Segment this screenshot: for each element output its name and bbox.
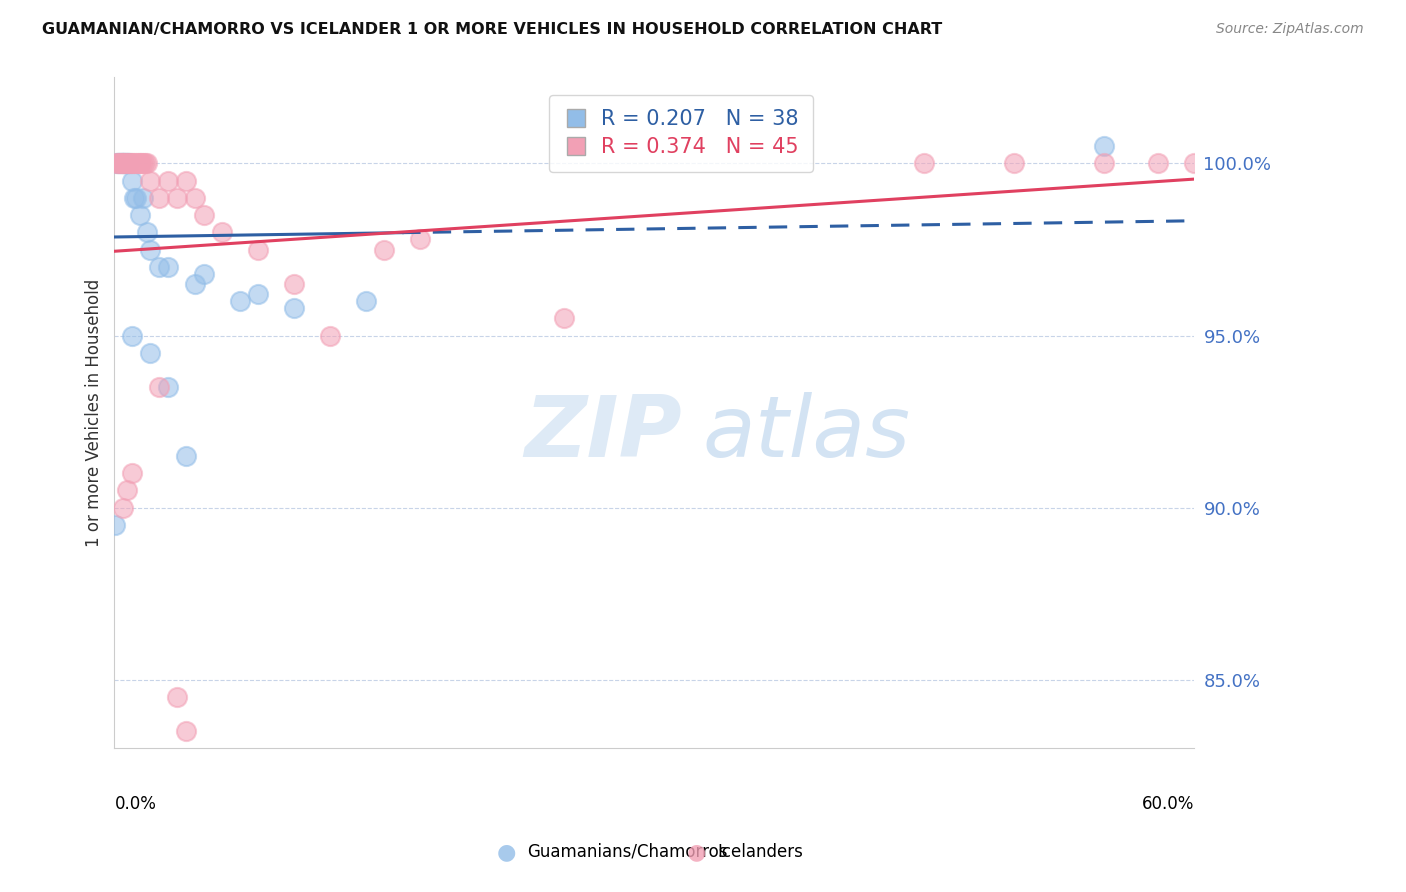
Point (111, 156, 134, 170)
Text: atlas: atlas (703, 392, 911, 475)
Point (115, 156, 138, 170)
Point (184, 277, 207, 291)
Point (132, 156, 155, 170)
Point (1092, 139, 1115, 153)
Point (107, 156, 129, 170)
Point (135, 156, 157, 170)
Point (135, 225, 157, 239)
Point (110, 156, 132, 170)
Point (121, 466, 143, 480)
Point (176, 174, 198, 188)
Point (139, 243, 162, 257)
Point (114, 156, 136, 170)
Point (1092, 156, 1115, 170)
Point (193, 267, 215, 281)
Point (139, 174, 162, 188)
Point (128, 156, 150, 170)
Y-axis label: 1 or more Vehicles in Household: 1 or more Vehicles in Household (86, 279, 103, 547)
Point (139, 345, 162, 359)
Point (105, 156, 128, 170)
Point (132, 191, 155, 205)
Point (115, 483, 138, 498)
Point (118, 156, 141, 170)
Point (176, 449, 198, 463)
Point (134, 156, 156, 170)
Point (373, 243, 395, 257)
Point (157, 174, 180, 188)
Point (117, 156, 139, 170)
Point (148, 380, 170, 394)
Point (121, 156, 143, 170)
Point (121, 328, 143, 343)
Point (157, 380, 180, 394)
Text: GUAMANIAN/CHAMORRO VS ICELANDER 1 OR MORE VEHICLES IN HOUSEHOLD CORRELATION CHAR: GUAMANIAN/CHAMORRO VS ICELANDER 1 OR MOR… (42, 22, 942, 37)
Point (166, 690, 188, 704)
Point (108, 156, 131, 170)
Point (108, 156, 131, 170)
Point (354, 294, 377, 309)
Text: 0.0%: 0.0% (114, 796, 156, 814)
Point (176, 724, 198, 739)
Legend: R = 0.207   N = 38, R = 0.374   N = 45: R = 0.207 N = 38, R = 0.374 N = 45 (548, 95, 813, 172)
Point (115, 156, 138, 170)
Point (108, 156, 131, 170)
Point (148, 191, 170, 205)
Point (247, 287, 270, 301)
Point (1182, 156, 1205, 170)
Text: 60.0%: 60.0% (1142, 796, 1194, 814)
Point (1146, 156, 1168, 170)
Text: Guamanians/Chamorros: Guamanians/Chamorros (527, 843, 728, 861)
Point (157, 260, 180, 274)
Point (319, 328, 342, 343)
Point (553, 311, 575, 326)
Point (125, 191, 148, 205)
Point (184, 191, 207, 205)
Point (110, 156, 132, 170)
Text: ●: ● (496, 842, 516, 862)
Point (131, 156, 153, 170)
Point (148, 260, 170, 274)
Text: ●: ● (686, 842, 706, 862)
Point (121, 174, 143, 188)
Point (409, 232, 432, 246)
Point (112, 156, 135, 170)
Point (115, 156, 138, 170)
Point (118, 156, 141, 170)
Point (247, 243, 270, 257)
Point (128, 208, 150, 222)
Point (1002, 156, 1025, 170)
Point (122, 191, 145, 205)
Point (104, 517, 127, 532)
Point (166, 191, 188, 205)
Point (112, 500, 135, 515)
Point (114, 156, 136, 170)
Point (125, 156, 148, 170)
Text: Icelanders: Icelanders (717, 843, 803, 861)
Text: Source: ZipAtlas.com: Source: ZipAtlas.com (1216, 22, 1364, 37)
Point (105, 156, 128, 170)
Point (283, 277, 305, 291)
Point (120, 156, 142, 170)
Point (283, 301, 305, 315)
Point (112, 156, 135, 170)
Point (122, 156, 145, 170)
Point (127, 156, 149, 170)
Text: ZIP: ZIP (524, 392, 682, 475)
Point (193, 208, 215, 222)
Point (229, 294, 252, 309)
Point (107, 156, 129, 170)
Point (112, 156, 135, 170)
Point (912, 156, 935, 170)
Point (110, 156, 132, 170)
Point (211, 225, 233, 239)
